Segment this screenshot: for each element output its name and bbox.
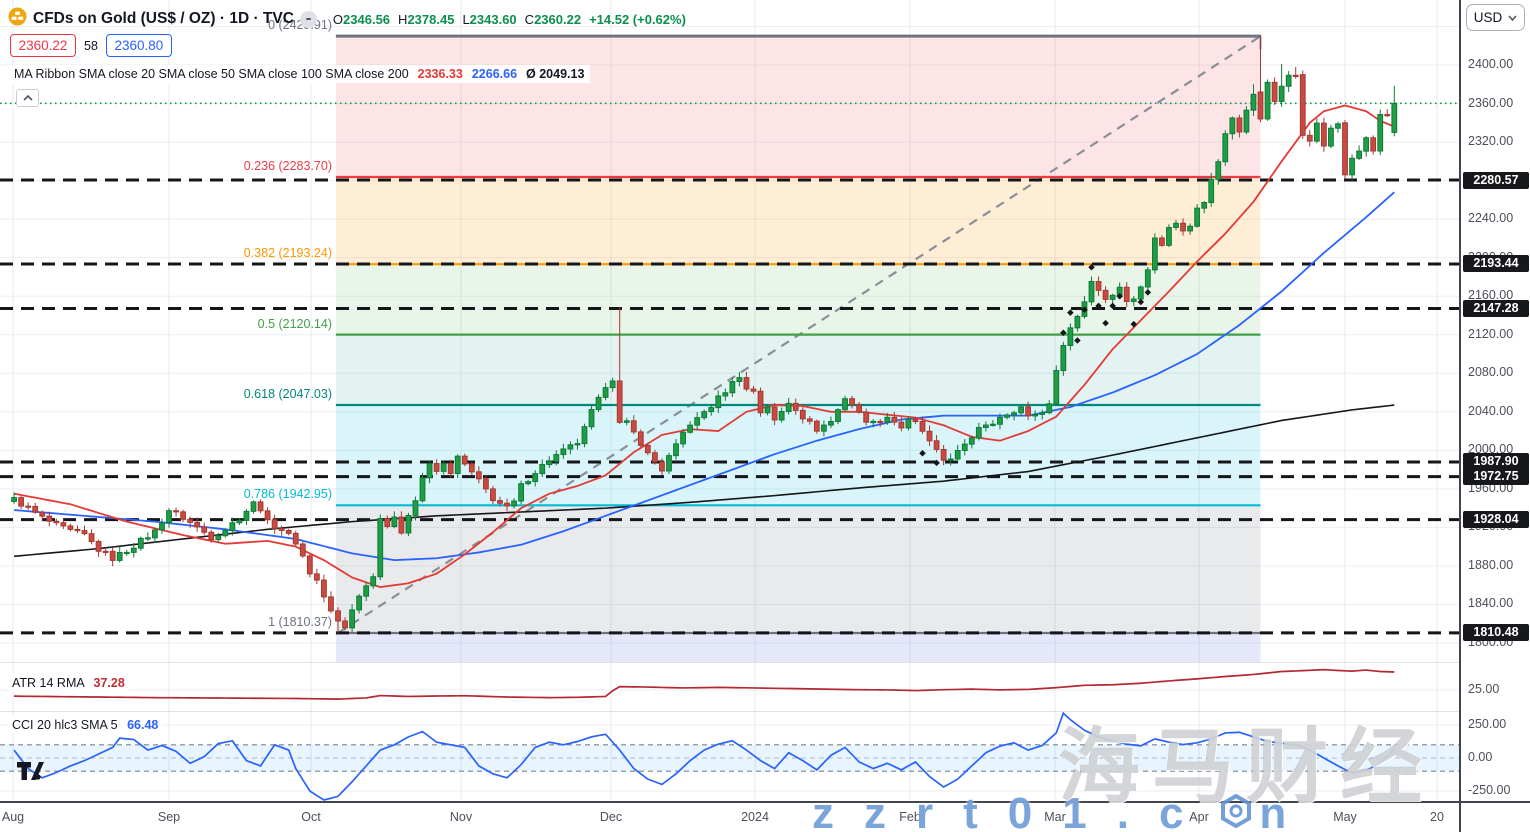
fib-level-label: 1 (1810.37) [268,615,332,629]
symbol-title[interactable]: CFDs on Gold (US$ / OZ) · 1D · TVC [33,10,294,27]
atr-axis-tick: 25.00 [1468,682,1500,696]
time-axis-tick: Mar [1044,810,1066,824]
axis-border-vertical [1459,0,1461,832]
sma-average-value: Ø 2049.13 [526,67,585,81]
chevron-up-icon [22,95,33,101]
collapse-legend-button[interactable] [16,89,39,107]
price-axis-tick: 2080.00 [1468,365,1514,380]
price-level-badge: 2280.57 [1463,171,1529,189]
gold-symbol-icon [8,7,27,31]
currency-selector[interactable]: USD [1466,4,1525,31]
time-axis-tick: Dec [599,810,623,824]
spread-value: 58 [84,38,98,53]
fib-level-label: 0.618 (2047.03) [243,387,332,402]
price-level-badge: 1987.90 [1463,453,1529,471]
price-axis-tick: 2240.00 [1468,211,1514,226]
legend-more-button[interactable] [299,10,317,28]
price-axis-tick: 2400.00 [1468,57,1514,71]
axis-border-horizontal [0,801,1530,803]
tradingview-logo[interactable] [17,762,47,786]
time-axis-tick: 20 [1430,810,1444,824]
fib-level-label: 0.5 (2120.14) [257,316,332,331]
price-axis-tick: 2120.00 [1468,326,1514,341]
sell-price-button[interactable]: 2360.22 [10,34,76,57]
price-axis[interactable]: 2400.002360.002320.002240.002200.002160.… [1461,0,1530,832]
time-axis-tick: Aug [1,810,25,824]
price-level-badge: 1972.75 [1463,468,1529,486]
atr-legend[interactable]: ATR 14 RMA 37.28 [8,675,129,691]
sma20-value: 2336.33 [417,67,463,81]
cci-value: 66.48 [127,718,159,732]
change-value: +14.52 (+0.62%) [589,11,686,27]
price-axis-tick: 2320.00 [1468,134,1514,149]
cci-axis-tick: 0.00 [1468,750,1493,764]
pane-separator[interactable] [0,711,1459,712]
price-axis-tick: 1840.00 [1468,596,1514,611]
time-axis-tick: Apr [1189,810,1209,824]
price-level-badge: 1928.04 [1463,511,1529,529]
currency-value: USD [1473,10,1503,25]
chart-canvas[interactable] [0,0,1459,801]
time-axis-tick: Oct [301,810,321,824]
time-axis-tick: 2024 [741,810,769,824]
cci-axis-tick: -250.00 [1468,783,1511,797]
price-level-badge: 2193.44 [1463,255,1529,273]
cci-label: CCI 20 hlc3 SMA 5 [12,718,118,732]
price-level-badge: 1810.48 [1463,624,1529,642]
price-level-badge: 2147.28 [1463,299,1529,317]
time-axis[interactable]: Aug Sep Oct Nov Dec 2024 Feb Mar Apr May 20 [0,803,1459,832]
price-axis-tick: 2360.00 [1468,95,1514,110]
time-axis-tick: May [1333,810,1357,824]
pane-separator[interactable] [0,662,1459,663]
fib-level-label: 0.786 (1942.95) [243,487,332,502]
dash-icon [305,17,311,21]
cci-legend[interactable]: CCI 20 hlc3 SMA 5 66.48 [8,717,163,733]
price-axis-tick: 2160.00 [1468,288,1514,303]
price-axis-tick: 1880.00 [1468,557,1514,572]
chevron-down-icon [1508,15,1517,21]
sma50-value: 2266.66 [471,67,518,81]
time-axis-tick: Feb [899,810,921,824]
ohlc-values: O2346.56 H2378.45 L2343.60 C2360.22 +14.… [332,11,686,27]
ma-ribbon-legend[interactable]: MA Ribbon SMA close 20 SMA close 50 SMA … [8,65,591,83]
price-axis-tick: 2000.00 [1468,442,1514,457]
atr-label: ATR 14 RMA [12,676,85,690]
cci-axis-tick: 250.00 [1468,717,1507,731]
fib-level-label: 0.382 (2193.24) [243,246,332,261]
price-axis-tick: 2040.00 [1468,403,1514,418]
atr-value: 37.28 [93,676,125,690]
time-axis-tick: Sep [157,810,181,824]
fib-level-label: 0.236 (2283.70) [243,159,332,174]
buy-price-button[interactable]: 2360.80 [105,34,172,57]
time-axis-tick: Nov [449,810,473,824]
ma-ribbon-label: MA Ribbon SMA close 20 SMA close 50 SMA … [14,67,409,81]
